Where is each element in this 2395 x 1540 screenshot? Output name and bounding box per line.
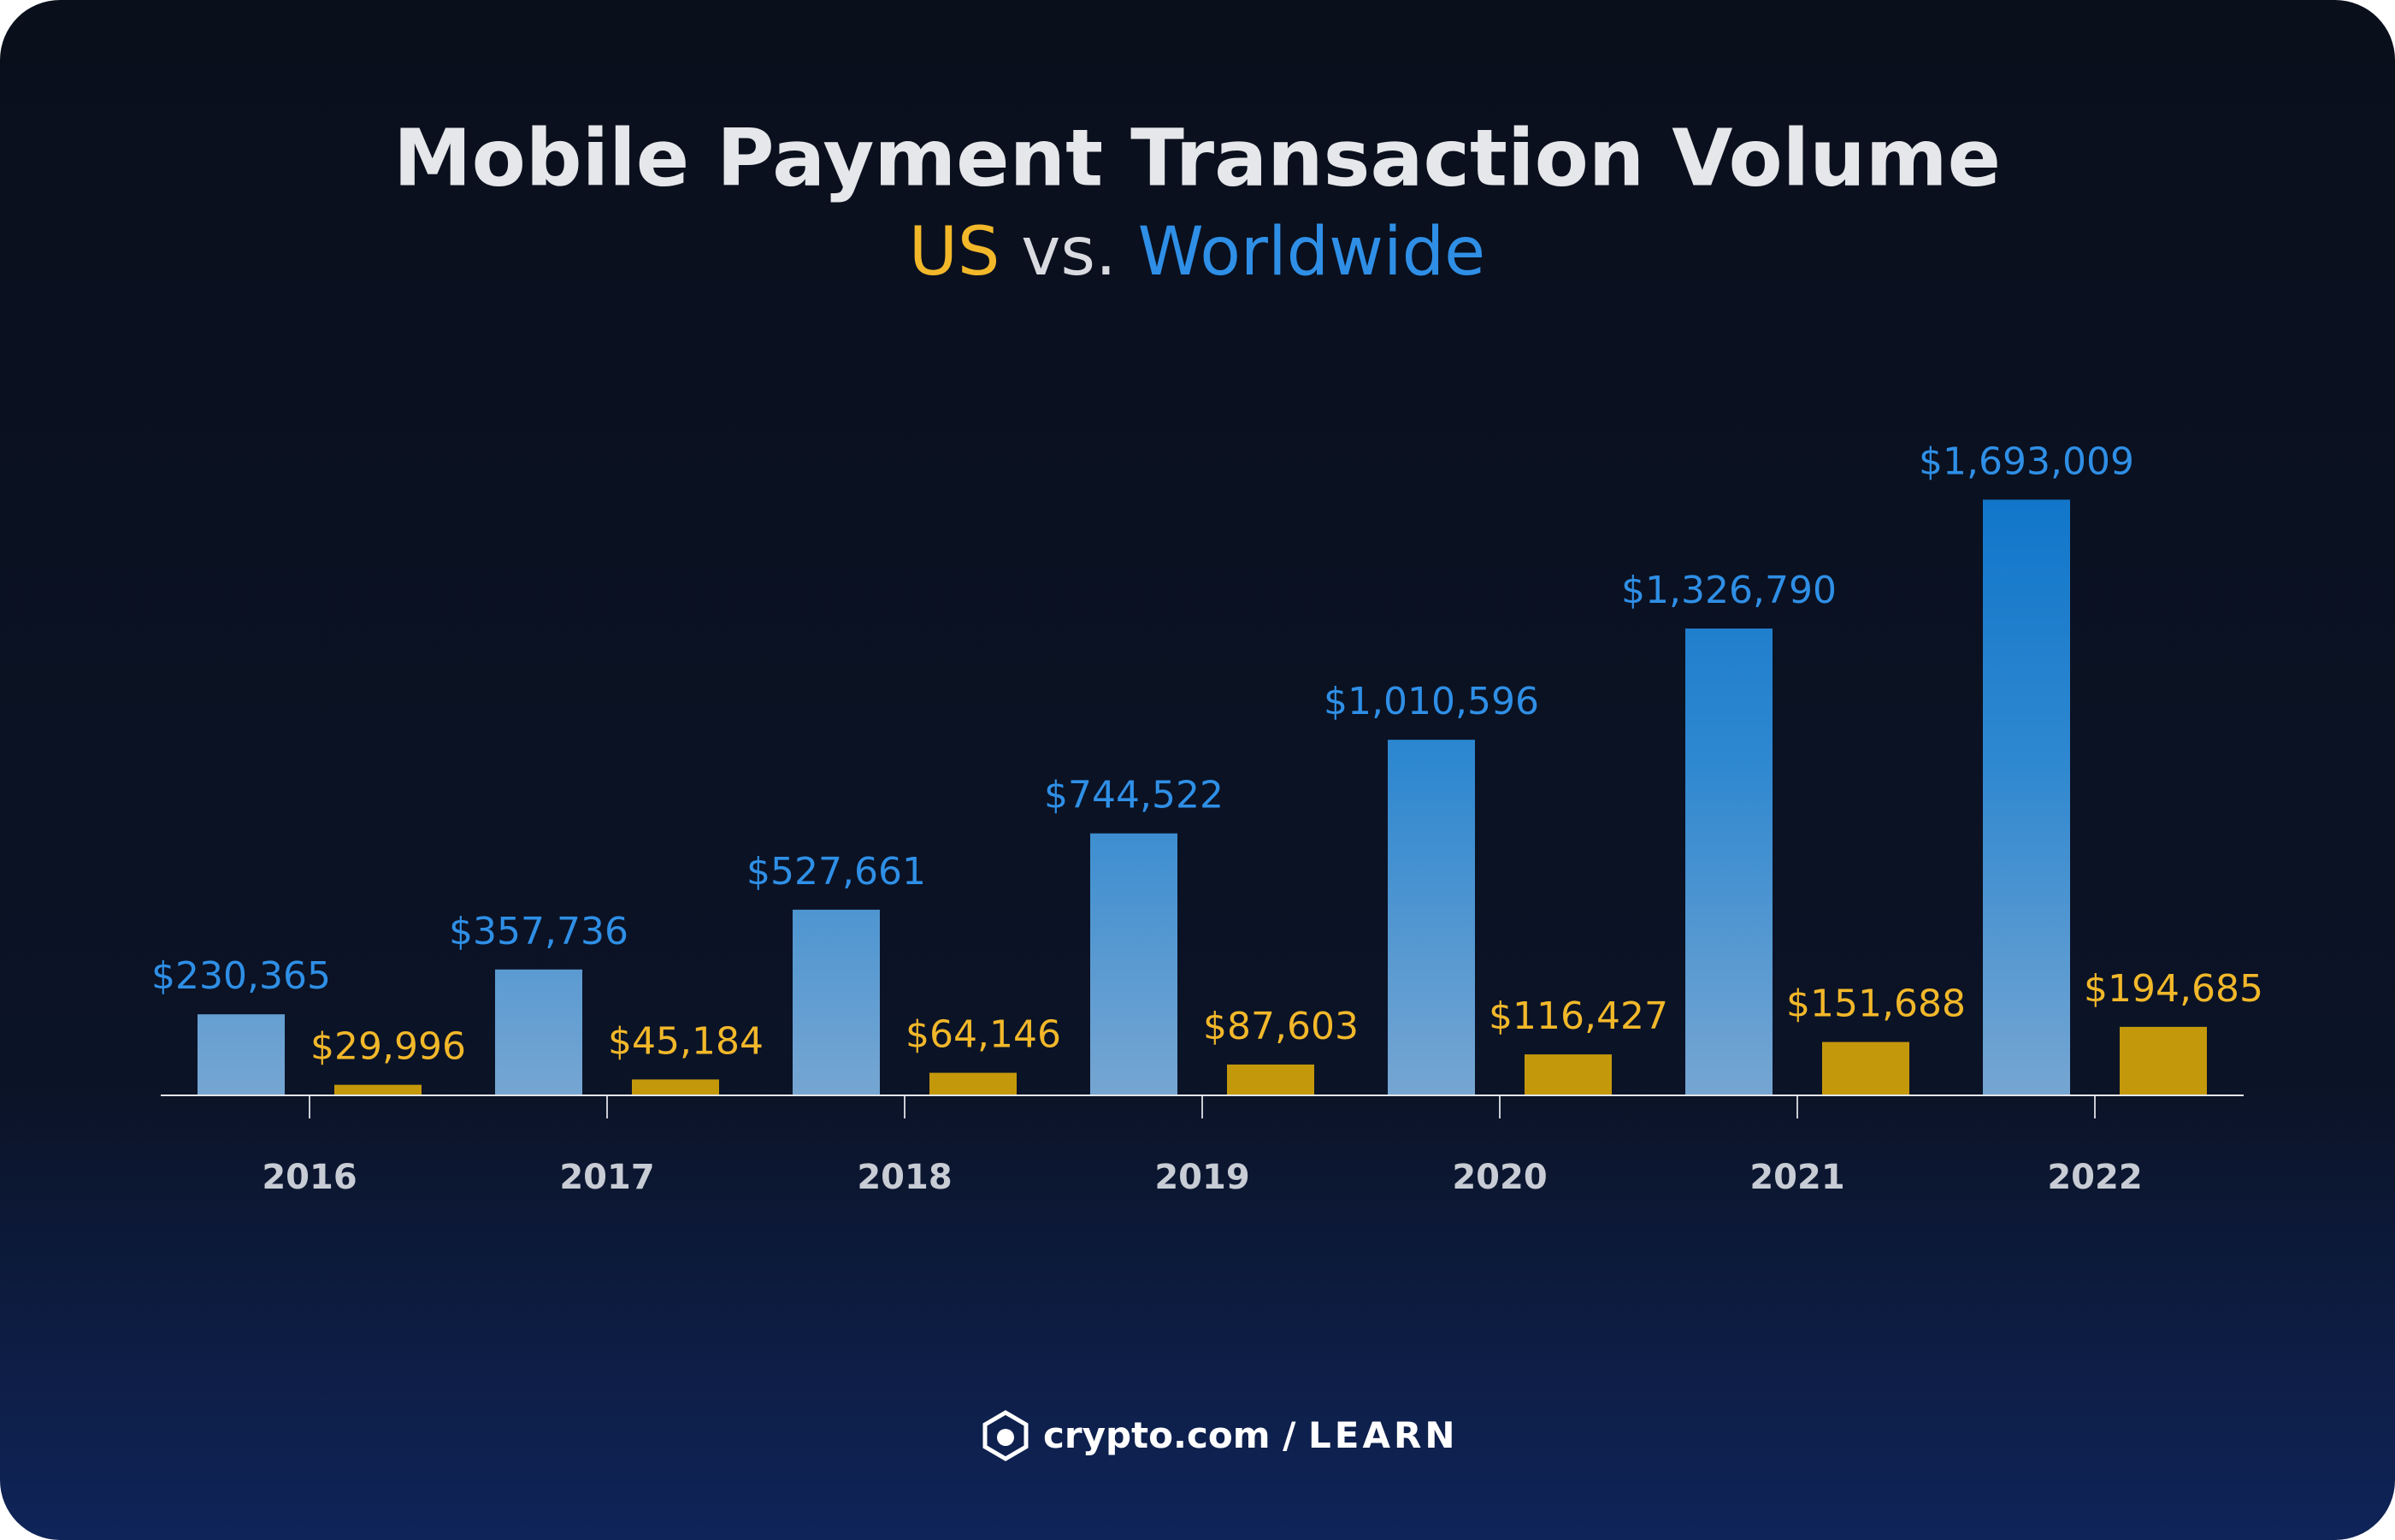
bar: [198, 1014, 285, 1095]
value-label: $116,427: [1489, 994, 1668, 1038]
footer-separator: /: [1283, 1414, 1296, 1456]
bar: [1090, 833, 1177, 1095]
logo: [982, 1410, 1029, 1461]
footer: crypto.com / LEARN: [982, 1410, 1459, 1461]
value-label: $29,996: [310, 1025, 466, 1069]
bar: [495, 969, 582, 1095]
x-tick-label: 2020: [1452, 1158, 1547, 1197]
value-label: $151,688: [1786, 982, 1966, 1026]
x-tick-label: 2016: [262, 1158, 357, 1197]
chart-title: Mobile Payment Transaction Volume: [393, 112, 2001, 204]
x-tick-label: 2022: [2047, 1158, 2142, 1197]
x-tick-label: 2021: [1749, 1158, 1844, 1197]
bar: [1822, 1041, 1909, 1095]
value-label: $194,685: [2084, 967, 2263, 1011]
legend-entry: US: [909, 214, 1000, 291]
value-label: $230,365: [151, 954, 331, 998]
value-label: $357,736: [449, 910, 628, 953]
bar: [2120, 1026, 2207, 1095]
value-label: $1,010,596: [1324, 680, 1539, 723]
bar: [1983, 499, 2070, 1095]
value-label: $744,522: [1044, 774, 1224, 817]
bar: [334, 1084, 422, 1095]
footer-text: crypto.com / LEARN: [1043, 1414, 1459, 1456]
value-label: $1,326,790: [1621, 569, 1837, 612]
x-tick-label: 2018: [857, 1158, 952, 1197]
value-label: $527,661: [746, 850, 926, 894]
value-label: $64,146: [905, 1013, 1061, 1057]
value-label: $1,693,009: [1919, 440, 2134, 483]
bar: [1227, 1064, 1314, 1095]
footer-brand: crypto.com: [1043, 1414, 1270, 1456]
bar: [632, 1079, 719, 1095]
bar: [1525, 1054, 1612, 1095]
value-label: $45,184: [608, 1019, 764, 1063]
bar: [1685, 628, 1773, 1095]
bar: [1388, 740, 1475, 1095]
bar: [929, 1072, 1017, 1095]
x-tick-label: 2017: [559, 1158, 654, 1197]
value-label: $87,603: [1203, 1005, 1359, 1048]
legend-joiner: vs.: [1021, 214, 1117, 291]
x-tick-label: 2019: [1154, 1158, 1249, 1197]
legend-entry: Worldwide: [1138, 214, 1486, 291]
footer-section: LEARN: [1308, 1414, 1458, 1456]
legend: US vs. Worldwide: [909, 214, 1485, 291]
bar: [793, 909, 880, 1095]
